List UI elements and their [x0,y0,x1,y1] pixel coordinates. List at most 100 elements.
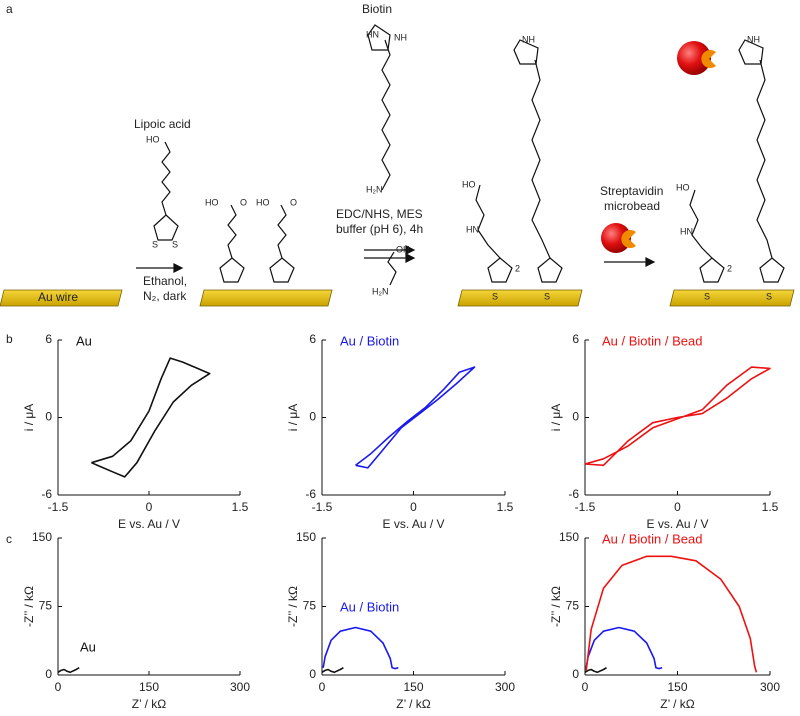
panel-label: b [6,332,13,346]
x-tick-label: 0 [146,500,153,514]
x-tick-label: -1.5 [48,500,69,514]
atom: HN [366,29,379,39]
y-tick-label: 75 [303,599,317,613]
y-tick-label: 75 [39,599,53,613]
atom: S [704,291,710,301]
series-line [321,667,344,674]
panel-label: a [6,2,13,16]
x-axis-label: Z’ / kΩ [660,697,695,711]
y-tick-label: 150 [559,530,579,544]
x-tick-label: 1.5 [762,500,779,514]
x-tick-label: 1.5 [232,500,249,514]
y-axis-label: -Z’’ / kΩ [22,586,36,627]
x-axis-label: E vs. Au / V [646,517,708,531]
atom: NH [522,34,535,44]
legend-label: Au / Biotin / Bead [602,333,702,348]
legend-label: Au / Biotin [340,333,399,348]
reagent-label: Biotin [362,2,392,16]
condition: EDC/NHS, MES [336,207,423,221]
atom: HO [256,197,270,207]
x-axis-label: E vs. Au / V [382,517,444,531]
atom: HO [676,182,690,192]
atom: HN [466,224,479,234]
y-tick-label: 0 [45,410,52,424]
x-axis-label: E vs. Au / V [118,517,180,531]
atom: OH [396,244,410,254]
series-line [322,626,399,670]
series-line [584,667,608,674]
atom: S [544,291,550,301]
atom: S [492,291,498,301]
beads [601,41,716,253]
x-tick-label: 0 [319,680,326,694]
atom: 2 [515,263,520,273]
y-axis-label: i / μA [286,404,300,432]
series-line [91,357,211,478]
x-axis-label: Z’ / kΩ [132,697,167,711]
atom: HN [680,226,693,236]
y-tick-label: 0 [572,667,579,681]
atom: O [240,197,247,207]
y-tick-label: 0 [309,667,316,681]
y-tick-label: -6 [305,487,316,501]
wire-label: Au wire [38,290,78,304]
series-line [584,366,771,467]
condition: N₂, dark [143,289,187,303]
x-tick-label: 0 [55,680,62,694]
arrows [136,245,656,273]
atom: S [152,239,158,249]
x-tick-label: 0 [410,500,417,514]
atom: H₂N [366,184,383,194]
atom: NH [394,32,407,42]
y-tick-label: 150 [32,530,52,544]
condition: Ethanol, [143,274,187,288]
y-tick-label: -6 [568,487,579,501]
au-wires [0,289,795,307]
y-axis-label: i / μA [549,404,563,432]
condition: microbead [604,199,660,213]
x-tick-label: 1.5 [497,500,514,514]
x-tick-label: 150 [403,680,423,694]
x-tick-label: 0 [674,500,681,514]
x-tick-label: -1.5 [575,500,596,514]
y-tick-label: 6 [309,332,316,346]
legend-label: Au [80,639,96,654]
y-axis-label: i / μA [22,404,36,432]
atom: HO [205,197,219,207]
legend-label: Au / Biotin / Bead [602,531,702,546]
y-tick-label: 0 [309,410,316,424]
x-tick-label: 300 [495,680,515,694]
x-tick-label: 150 [139,680,159,694]
atoms: HO S S HO O HO O HN NH H₂N H₂N OH HO HN … [146,29,772,301]
molecules [153,24,785,286]
y-tick-label: 150 [296,530,316,544]
x-tick-label: 300 [760,680,780,694]
atom: H₂N [372,286,389,296]
y-axis-label: -Z’’ / kΩ [549,586,563,627]
panel-label: c [6,532,12,546]
atom: S [766,291,772,301]
atom: 2 [727,263,732,273]
x-tick-label: 0 [582,680,589,694]
condition: Streptavidin [600,184,663,198]
atom: NH [747,34,760,44]
legend-label: Au / Biotin [340,599,399,614]
x-tick-label: 300 [230,680,250,694]
legend-label: Au [76,333,92,348]
x-tick-label: 150 [667,680,687,694]
condition: buffer (pH 6), 4h [336,222,423,236]
atom: HO [462,179,476,189]
atom: S [172,239,178,249]
y-tick-label: 75 [566,599,580,613]
series-line [585,626,663,670]
y-axis-label: -Z’’ / kΩ [286,586,300,627]
x-tick-label: -1.5 [312,500,333,514]
y-tick-label: 6 [572,332,579,346]
series-line [57,667,80,674]
y-tick-label: 0 [45,667,52,681]
y-tick-label: 6 [45,332,52,346]
series-line [355,366,476,469]
x-axis-label: Z’ / kΩ [396,697,431,711]
series-line [585,555,758,673]
